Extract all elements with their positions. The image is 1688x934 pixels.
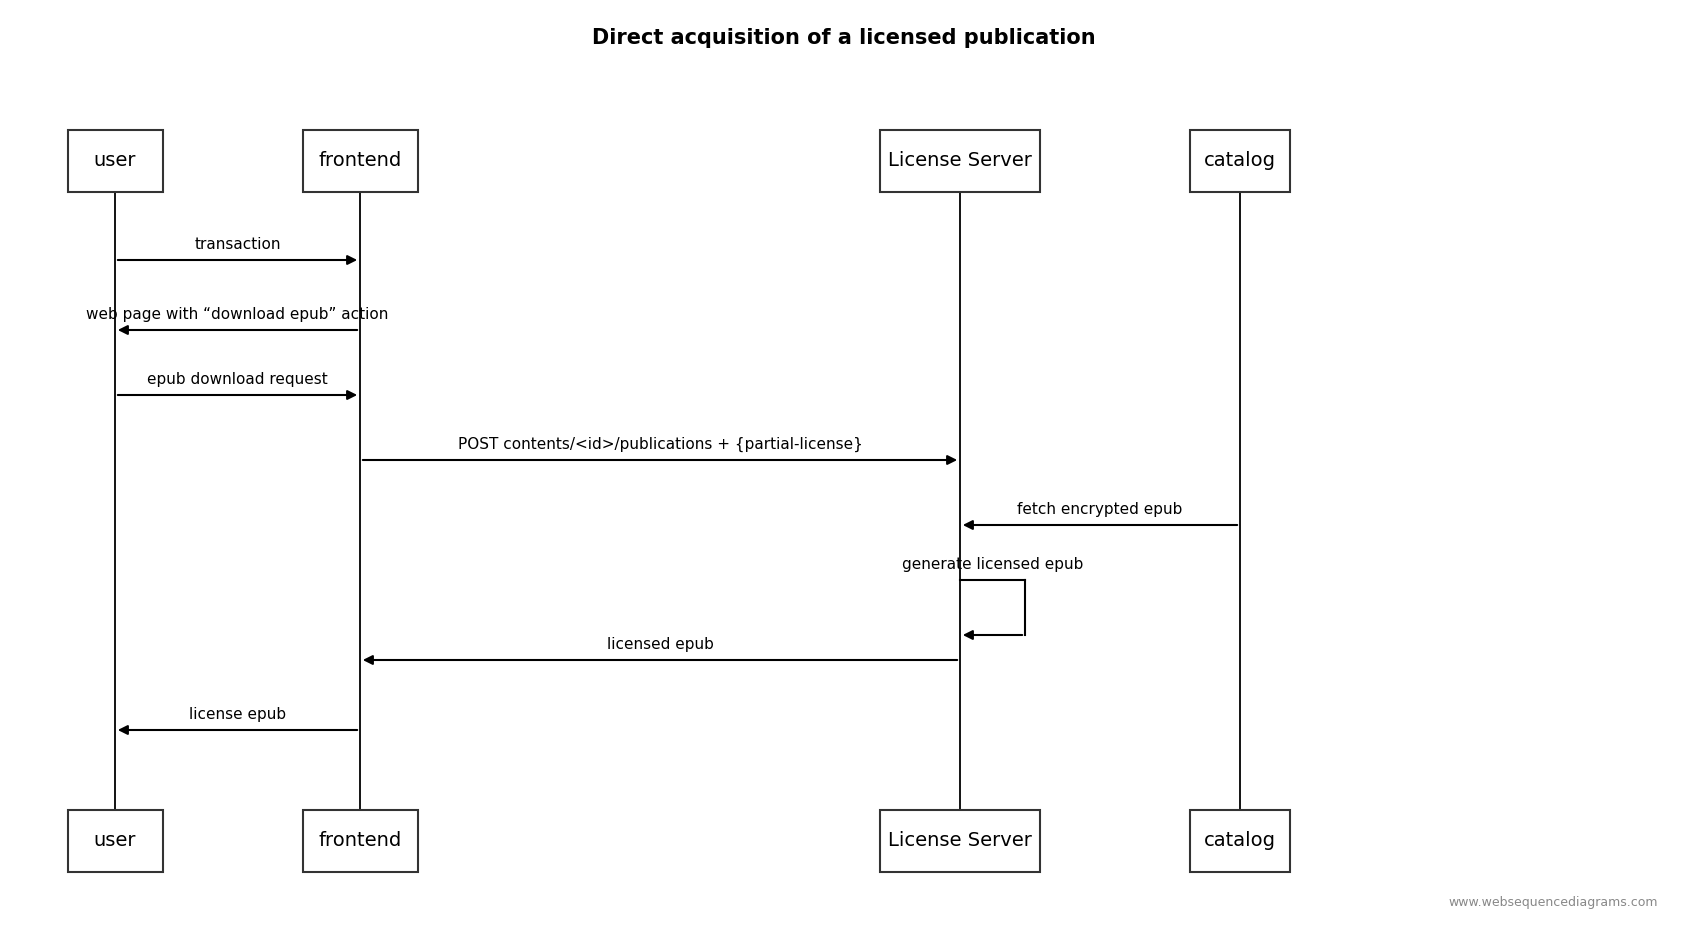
Bar — [879, 810, 1040, 872]
Bar — [302, 810, 417, 872]
Text: epub download request: epub download request — [147, 372, 327, 387]
Bar — [1190, 130, 1290, 192]
Text: License Server: License Server — [888, 151, 1031, 171]
Text: www.websequencediagrams.com: www.websequencediagrams.com — [1448, 896, 1658, 909]
Text: web page with “download epub” action: web page with “download epub” action — [86, 307, 388, 322]
Bar — [302, 130, 417, 192]
Text: Direct acquisition of a licensed publication: Direct acquisition of a licensed publica… — [592, 28, 1096, 48]
Text: catalog: catalog — [1204, 151, 1276, 171]
Text: license epub: license epub — [189, 707, 285, 722]
Bar — [879, 130, 1040, 192]
Text: user: user — [95, 151, 137, 171]
Bar — [1190, 810, 1290, 872]
Bar — [68, 810, 162, 872]
Text: POST contents/<id>/publications + {partial-license}: POST contents/<id>/publications + {parti… — [457, 437, 863, 452]
Text: catalog: catalog — [1204, 831, 1276, 851]
Text: transaction: transaction — [194, 237, 280, 252]
Bar — [68, 130, 162, 192]
Text: frontend: frontend — [319, 151, 402, 171]
Text: frontend: frontend — [319, 831, 402, 851]
Text: fetch encrypted epub: fetch encrypted epub — [1018, 502, 1183, 517]
Text: generate licensed epub: generate licensed epub — [901, 557, 1084, 572]
Text: licensed epub: licensed epub — [606, 637, 714, 652]
Text: License Server: License Server — [888, 831, 1031, 851]
Text: user: user — [95, 831, 137, 851]
